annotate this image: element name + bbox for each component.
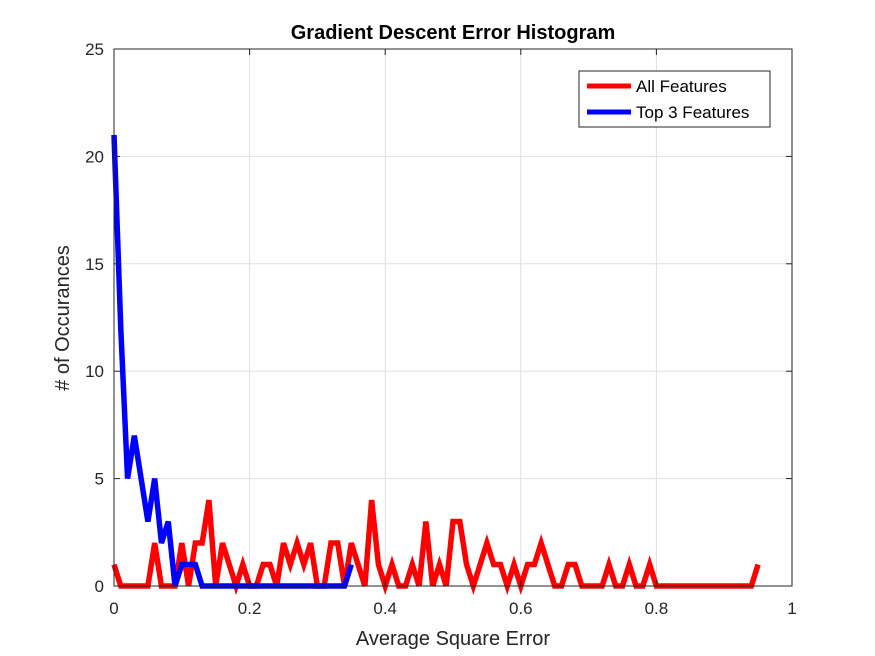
y-tick-label: 20 xyxy=(85,147,104,166)
y-tick-label: 25 xyxy=(85,40,104,59)
legend-box xyxy=(578,70,771,128)
x-tick-label: 0 xyxy=(109,599,118,618)
y-tick-label: 15 xyxy=(85,255,104,274)
legend-label-all-features: All Features xyxy=(636,77,727,96)
x-tick-label: 0.2 xyxy=(238,599,262,618)
plot-area xyxy=(114,49,792,586)
y-tick-label: 10 xyxy=(85,362,104,381)
y-tick-labels: 0 5 10 15 20 25 xyxy=(85,40,104,596)
chart-title: Gradient Descent Error Histogram xyxy=(291,22,616,44)
legend-label-top-3-features: Top 3 Features xyxy=(636,103,749,122)
y-axis-label: # of Occurances xyxy=(52,245,74,391)
y-tick-label: 0 xyxy=(95,577,104,596)
x-tick-labels: 0 0.2 0.4 0.6 0.8 1 xyxy=(109,599,796,618)
series-line-all-features xyxy=(111,499,761,596)
x-tick-label: 0.6 xyxy=(509,599,533,618)
y-tick-label: 5 xyxy=(95,470,104,489)
legend: All Features Top 3 Features xyxy=(578,70,771,128)
grid xyxy=(113,48,793,587)
x-tick-label: 0.8 xyxy=(645,599,669,618)
ticks xyxy=(113,48,793,587)
x-tick-label: 0.4 xyxy=(373,599,397,618)
axes-box xyxy=(113,48,793,587)
x-axis-label: Average Square Error xyxy=(356,628,551,650)
x-tick-label: 1 xyxy=(787,599,796,618)
